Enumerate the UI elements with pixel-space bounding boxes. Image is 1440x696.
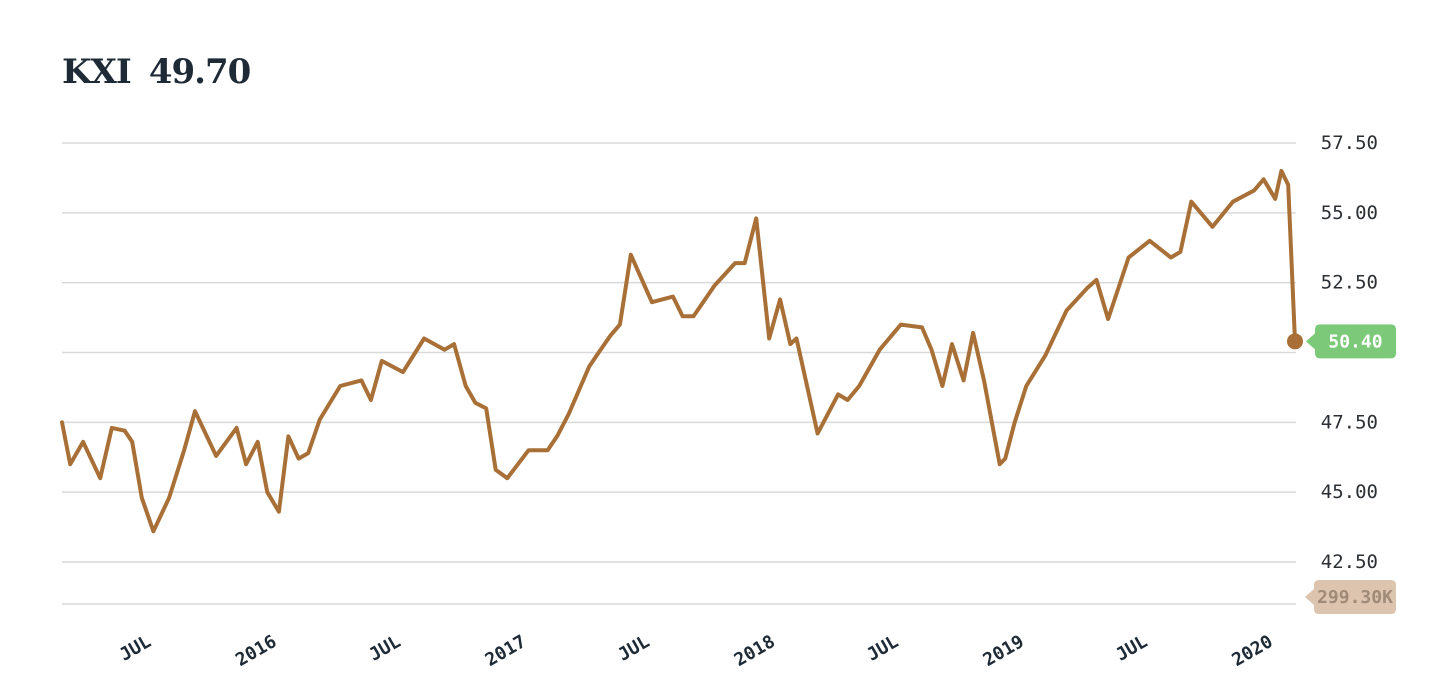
- volume-badge: 299.30K: [1305, 580, 1396, 614]
- y-tick-label: 52.50: [1321, 272, 1378, 294]
- last-price-label: 50.40: [1328, 331, 1382, 352]
- y-tick-label: 42.50: [1321, 551, 1378, 573]
- x-tick-label: JUL: [366, 631, 405, 666]
- last-price-badge-bg: [1306, 324, 1396, 359]
- volume-badge-bg: [1305, 580, 1396, 614]
- x-tick-label: 2016: [232, 631, 280, 671]
- volume-label: 299.30K: [1317, 587, 1393, 608]
- x-tick-label: JUL: [116, 631, 155, 666]
- ticker-price: 49.70: [148, 52, 251, 92]
- x-tick-label: JUL: [864, 631, 903, 666]
- y-tick-label: 47.50: [1321, 411, 1378, 433]
- y-tick-label: 45.00: [1321, 481, 1378, 503]
- price-line: [60, 168, 1297, 534]
- x-axis: JUL 2016 JUL 2017 JUL 2018 JUL 2019 JUL 2020: [116, 631, 1276, 671]
- grid-lines: [62, 142, 1296, 605]
- y-tick-label: 55.00: [1321, 202, 1378, 224]
- last-price-badge: 50.40: [1306, 324, 1396, 359]
- x-tick-label: 2018: [731, 631, 779, 671]
- chart-title: KXI 49.70: [62, 52, 251, 92]
- x-tick-label: 2019: [980, 631, 1028, 671]
- x-tick-label: 2020: [1229, 631, 1277, 671]
- x-tick-label: 2017: [482, 631, 530, 671]
- x-tick-label: JUL: [615, 631, 654, 666]
- last-price-marker: [1287, 333, 1303, 350]
- y-axis: 57.50 55.00 52.50 47.50 45.00 42.50: [1321, 132, 1378, 573]
- ticker-symbol: KXI: [62, 52, 132, 92]
- y-tick-label: 57.50: [1321, 132, 1378, 154]
- x-tick-label: JUL: [1112, 631, 1151, 666]
